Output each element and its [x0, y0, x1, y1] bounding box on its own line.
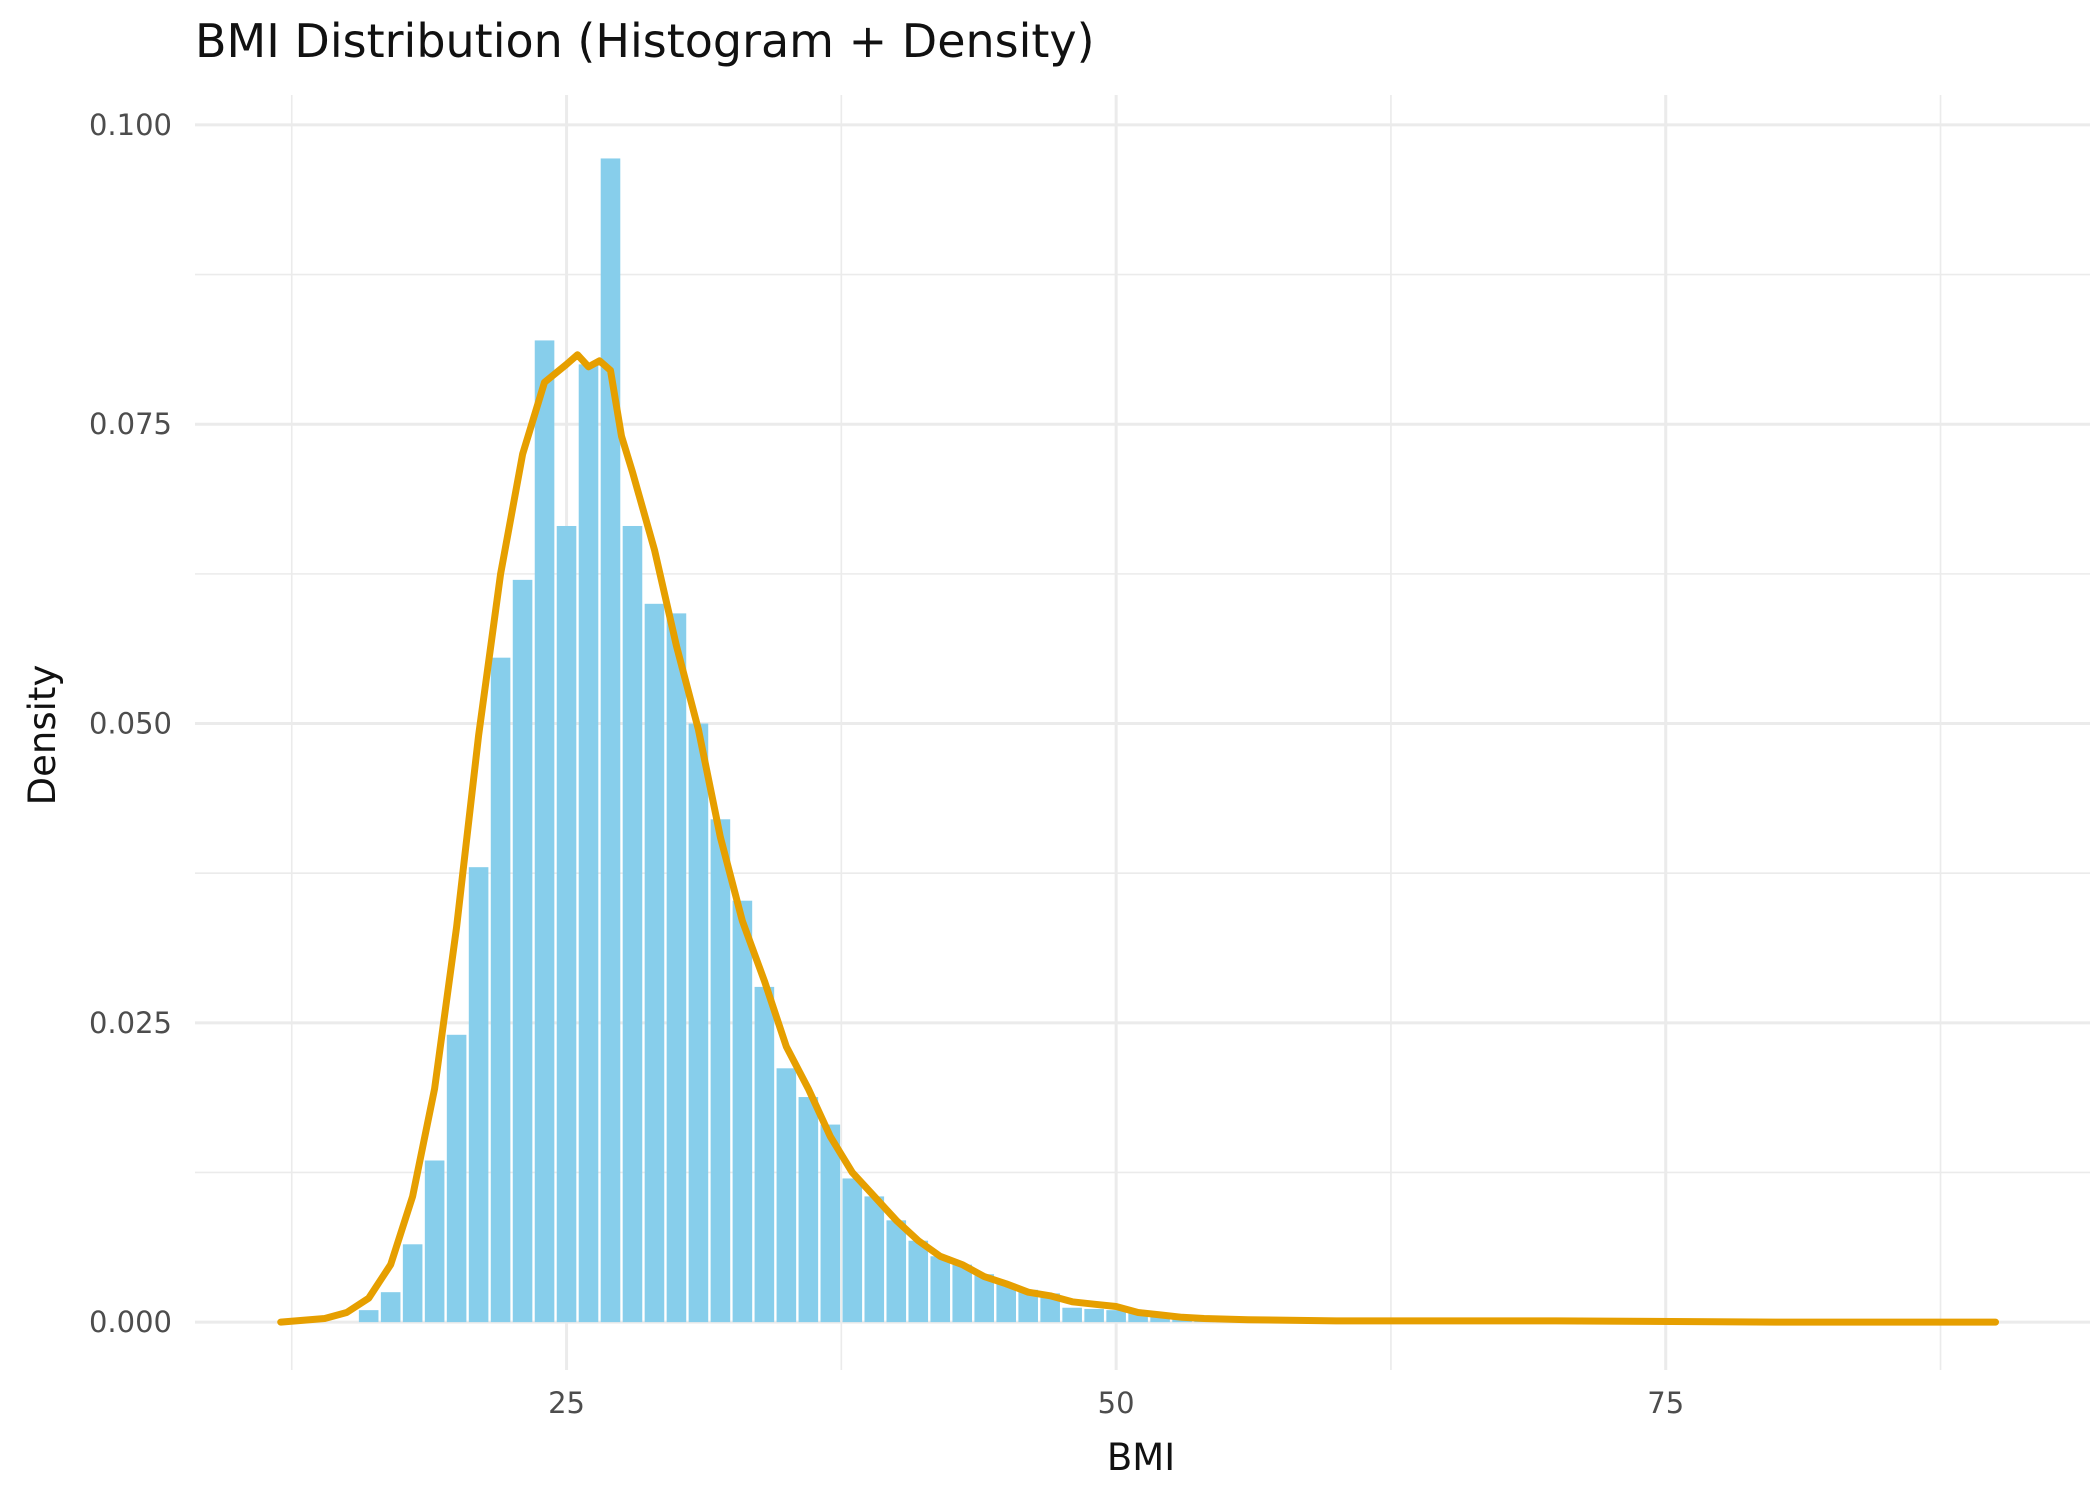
histogram-bar [754, 986, 775, 1323]
histogram-bar [358, 1310, 379, 1323]
histogram-bar [622, 525, 643, 1323]
histogram-bar [1084, 1308, 1104, 1323]
x-axis-title: BMI [1107, 1436, 1175, 1479]
histogram-bar [446, 1034, 467, 1323]
histogram-bar [512, 579, 533, 1323]
histogram-bar [1106, 1310, 1126, 1323]
histogram-bar [424, 1160, 445, 1323]
histogram-bar [402, 1244, 423, 1323]
histogram-bar [886, 1220, 907, 1323]
histogram-bar [534, 340, 555, 1323]
y-tick-label: 0.075 [89, 407, 172, 441]
histogram-bar [930, 1256, 951, 1323]
histogram-bar [1128, 1312, 1148, 1323]
histogram-bar [908, 1240, 929, 1323]
y-tick-label: 0.050 [89, 707, 172, 741]
x-tick-label: 50 [1098, 1386, 1135, 1420]
density-curve [277, 351, 1999, 1326]
histogram-bar [578, 364, 599, 1323]
histogram-bar [688, 723, 709, 1323]
histogram-bar [820, 1124, 841, 1323]
histogram-bar [1062, 1307, 1082, 1323]
histogram-bar [842, 1178, 863, 1323]
tick-labels: 0.000 0.025 0.050 0.075 0.100 25 50 75 [89, 108, 1684, 1420]
histogram-bar [490, 657, 511, 1323]
density-curve-layer [277, 351, 1999, 1326]
histogram-bar [996, 1283, 1016, 1323]
histogram-bar [1150, 1316, 1170, 1323]
histogram-bar [556, 525, 577, 1323]
x-tick-label: 75 [1647, 1386, 1684, 1420]
y-axis-title: Density [21, 665, 64, 806]
y-tick-label: 0.000 [89, 1305, 172, 1339]
x-tick-label: 25 [548, 1386, 585, 1420]
chart-title: BMI Distribution (Histogram + Density) [195, 14, 1095, 68]
histogram-bar [666, 613, 687, 1323]
histogram-bar [732, 900, 753, 1323]
histogram-bar [1018, 1289, 1038, 1323]
histogram-bar [974, 1274, 995, 1323]
y-tick-label: 0.025 [89, 1006, 172, 1040]
histogram-bar [600, 158, 621, 1323]
histogram-bar [710, 819, 731, 1323]
histogram-bar [864, 1196, 885, 1323]
histogram-bar [952, 1264, 973, 1323]
histogram-bar [798, 1097, 819, 1323]
histogram-bar [468, 867, 489, 1323]
y-tick-label: 0.100 [89, 108, 172, 142]
histogram-bars [358, 158, 1258, 1323]
histogram-bar [776, 1068, 797, 1323]
histogram-bar [380, 1292, 401, 1323]
histogram-bar [644, 603, 665, 1323]
